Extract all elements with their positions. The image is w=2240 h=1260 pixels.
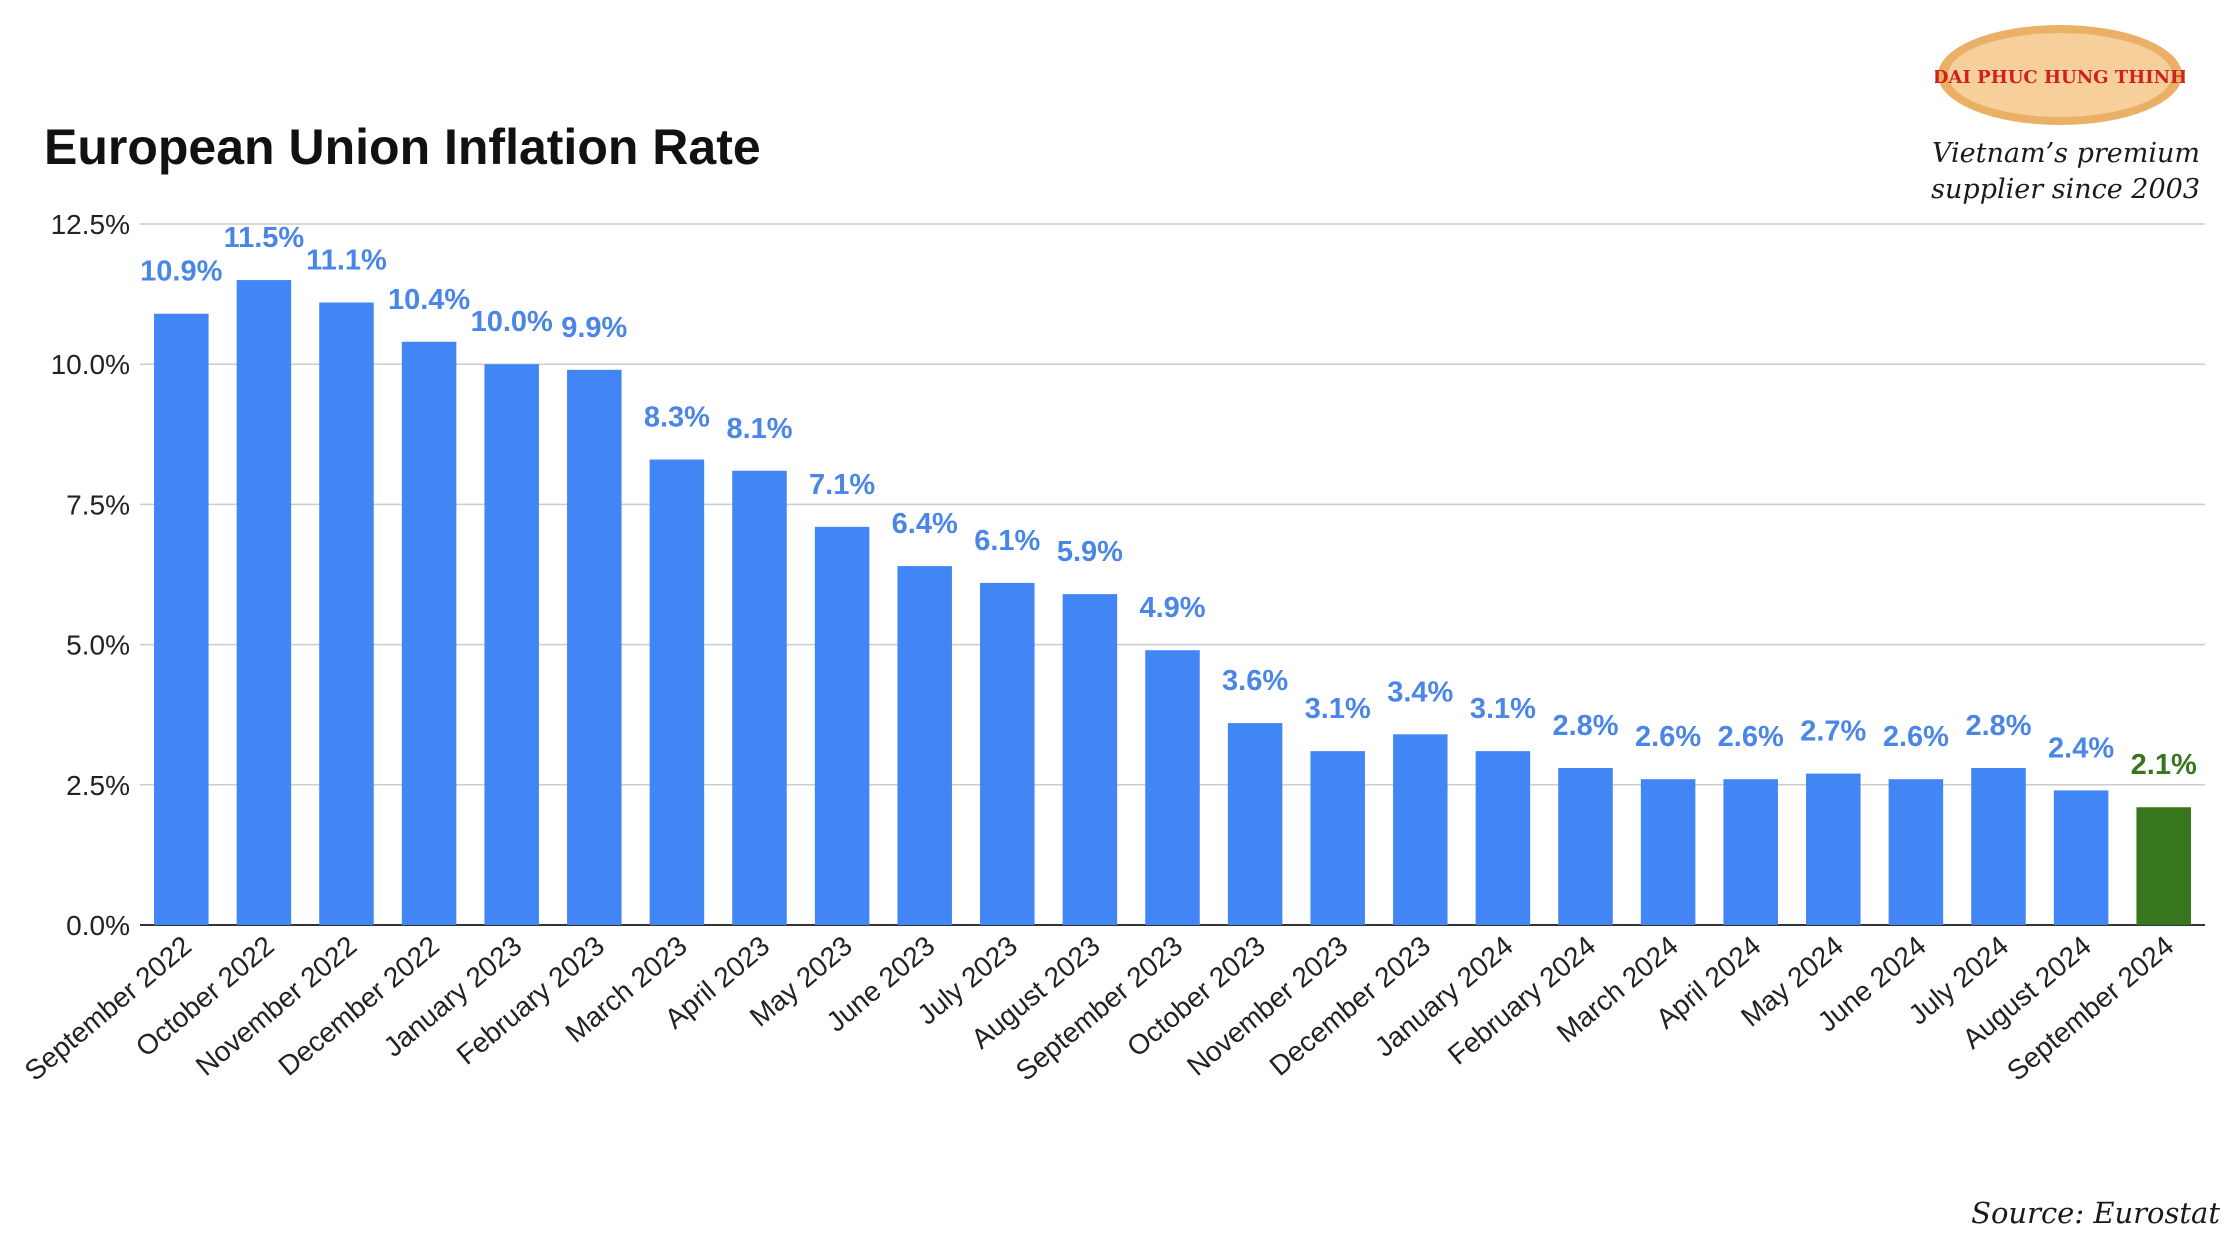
data-label-3: 10.4% xyxy=(388,284,470,316)
data-label-15: 3.4% xyxy=(1387,676,1453,708)
data-label-2: 11.1% xyxy=(306,245,387,277)
bar-12 xyxy=(1145,650,1200,925)
data-label-7: 8.1% xyxy=(726,413,792,445)
x-tick-label-5: February 2023 xyxy=(451,930,610,1071)
x-tick-label-17: February 2024 xyxy=(1442,930,1601,1071)
data-label-21: 2.6% xyxy=(1883,721,1949,753)
data-label-14: 3.1% xyxy=(1305,693,1371,725)
y-axis-ticks: 0.0% 2.5% 5.0% 7.5% 10.0% 12.5% xyxy=(51,209,130,941)
bar-9 xyxy=(897,566,952,925)
data-label-22: 2.8% xyxy=(1965,710,2031,742)
tagline-line-1: Vietnam’s premium xyxy=(1932,138,2200,169)
bar-1 xyxy=(236,280,292,926)
tagline: Vietnam’s premium supplier since 2003 xyxy=(1931,136,2200,208)
bar-0 xyxy=(154,313,209,925)
data-label-5: 9.9% xyxy=(561,312,627,344)
y-tick-label: 5.0% xyxy=(66,630,130,661)
bar-24 xyxy=(2136,807,2191,925)
data-label-16: 3.1% xyxy=(1470,693,1536,725)
source-note: Source: Eurostat xyxy=(1971,1196,2220,1230)
chart-title: European Union Inflation Rate xyxy=(44,119,761,175)
y-tick-label: 2.5% xyxy=(66,770,130,801)
data-label-4: 10.0% xyxy=(471,306,553,338)
bar-17 xyxy=(1558,767,1613,925)
bars xyxy=(154,280,2191,926)
data-label-17: 2.8% xyxy=(1552,710,1618,742)
data-labels: 10.9%11.5%11.1%10.4%10.0% 9.9% 8.3% 8.1% 7.1… xyxy=(140,222,2197,781)
bar-5 xyxy=(567,369,622,926)
data-label-23: 2.4% xyxy=(2048,732,2114,764)
bar-20 xyxy=(1806,773,1861,925)
data-label-18: 2.6% xyxy=(1635,721,1701,753)
y-tick-label: 7.5% xyxy=(66,489,130,520)
bar-11 xyxy=(1062,594,1118,925)
tagline-line-2: supplier since 2003 xyxy=(1931,174,2200,205)
data-label-19: 2.6% xyxy=(1718,721,1784,753)
y-tick-label: 12.5% xyxy=(51,209,130,240)
bar-7 xyxy=(732,470,787,925)
y-tick-label: 0.0% xyxy=(66,910,130,941)
data-label-1: 11.5% xyxy=(224,222,305,254)
data-label-9: 6.4% xyxy=(892,508,958,540)
bar-2 xyxy=(319,302,374,926)
data-label-11: 5.9% xyxy=(1057,536,1123,568)
data-label-13: 3.6% xyxy=(1222,665,1288,697)
data-label-12: 4.9% xyxy=(1139,592,1205,624)
data-label-0: 10.9% xyxy=(140,256,222,288)
bar-19 xyxy=(1723,779,1778,925)
data-label-10: 6.1% xyxy=(974,525,1040,557)
bar-21 xyxy=(1888,779,1944,925)
bar-15 xyxy=(1393,734,1448,925)
bar-16 xyxy=(1475,751,1531,925)
bar-22 xyxy=(1971,767,2026,925)
y-tick-label: 10.0% xyxy=(51,349,130,380)
bar-13 xyxy=(1227,723,1283,925)
bar-4 xyxy=(484,364,539,925)
brand-logo-icon: DAI PHUC HUNG THINH xyxy=(1933,25,2187,125)
brand-logo: DAI PHUC HUNG THINH xyxy=(1933,22,2187,128)
bar-23 xyxy=(2053,790,2109,925)
bar-10 xyxy=(980,582,1035,925)
data-label-8: 7.1% xyxy=(809,469,875,501)
data-label-20: 2.7% xyxy=(1800,716,1866,748)
bar-6 xyxy=(649,459,705,925)
logo-text: DAI PHUC HUNG THINH xyxy=(1935,67,2185,88)
data-label-6: 8.3% xyxy=(644,402,710,434)
bar-8 xyxy=(814,526,870,925)
data-label-24: 2.1% xyxy=(2131,749,2197,781)
bar-18 xyxy=(1640,779,1696,925)
bar-14 xyxy=(1310,751,1365,925)
bar-3 xyxy=(401,341,457,925)
